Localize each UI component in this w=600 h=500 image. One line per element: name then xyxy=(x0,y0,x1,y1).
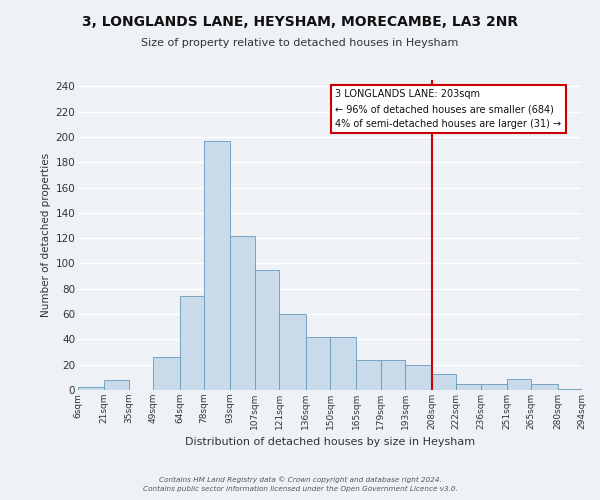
Bar xyxy=(279,314,305,390)
Bar xyxy=(531,384,557,390)
Bar xyxy=(431,374,456,390)
Bar xyxy=(381,360,405,390)
Text: 3 LONGLANDS LANE: 203sqm
← 96% of detached houses are smaller (684)
4% of semi-d: 3 LONGLANDS LANE: 203sqm ← 96% of detach… xyxy=(335,90,561,129)
Bar xyxy=(78,388,104,390)
Bar xyxy=(305,337,330,390)
Bar xyxy=(204,140,230,390)
Bar xyxy=(230,236,255,390)
Bar xyxy=(356,360,381,390)
Text: 3, LONGLANDS LANE, HEYSHAM, MORECAMBE, LA3 2NR: 3, LONGLANDS LANE, HEYSHAM, MORECAMBE, L… xyxy=(82,15,518,29)
Bar xyxy=(153,357,179,390)
Text: Size of property relative to detached houses in Heysham: Size of property relative to detached ho… xyxy=(142,38,458,48)
Bar xyxy=(481,384,507,390)
Bar xyxy=(557,388,582,390)
Bar xyxy=(405,364,431,390)
Bar xyxy=(507,378,531,390)
Bar xyxy=(255,270,279,390)
X-axis label: Distribution of detached houses by size in Heysham: Distribution of detached houses by size … xyxy=(185,438,475,448)
Bar xyxy=(330,337,356,390)
Bar xyxy=(456,384,481,390)
Bar xyxy=(179,296,204,390)
Text: Contains HM Land Registry data © Crown copyright and database right 2024.
Contai: Contains HM Land Registry data © Crown c… xyxy=(143,476,457,492)
Y-axis label: Number of detached properties: Number of detached properties xyxy=(41,153,52,317)
Bar xyxy=(582,385,600,390)
Bar xyxy=(104,380,129,390)
